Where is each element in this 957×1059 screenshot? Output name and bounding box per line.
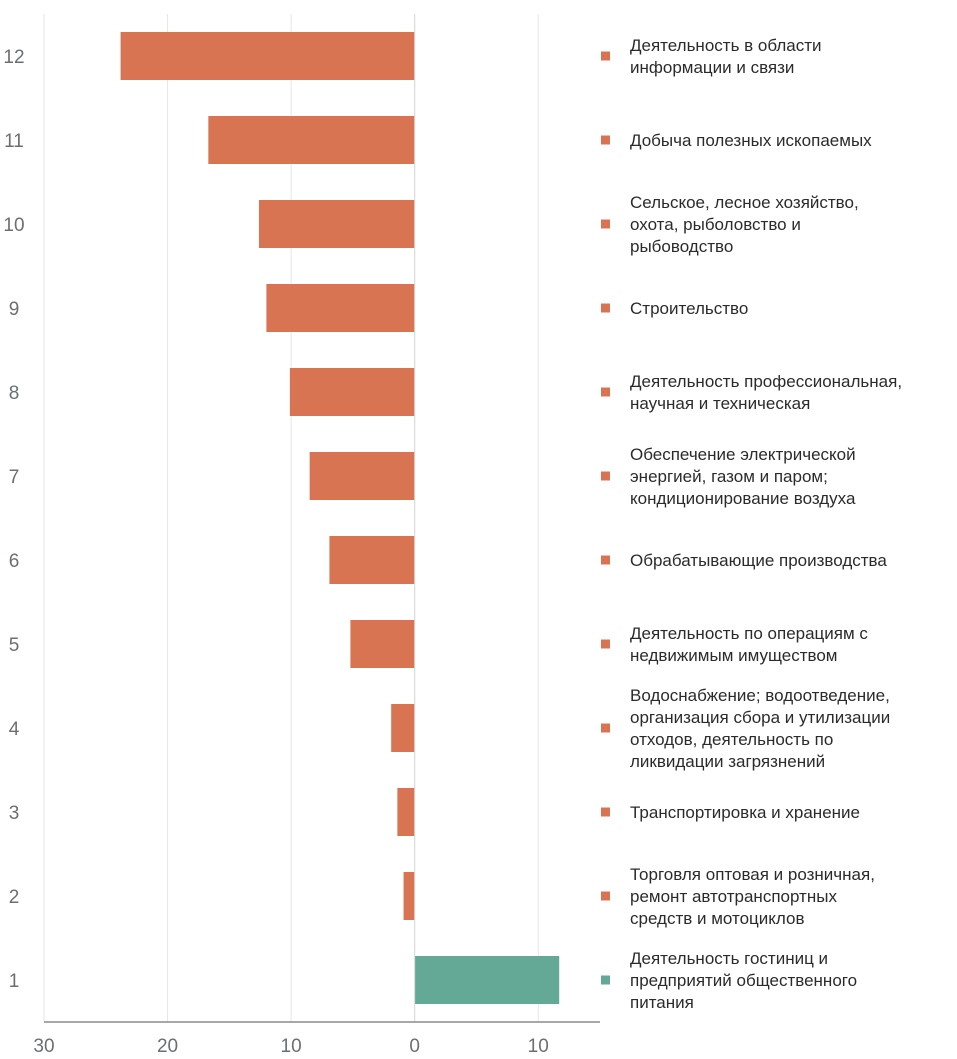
x-tick-label: 20	[157, 1036, 178, 1057]
legend-item: Деятельность гостиниц и предприятий общес…	[601, 949, 857, 1012]
x-tick-label: 10	[281, 1036, 302, 1057]
legend-label: охота, рыболовство и	[630, 215, 801, 234]
y-tick-label: 9	[9, 299, 20, 320]
y-tick-labels: 12 11 10 9 8 7 6 5 4 3 2 1	[3, 47, 24, 992]
bar-9	[266, 284, 415, 332]
y-tick-label: 7	[9, 467, 20, 488]
y-tick-label: 11	[4, 131, 24, 152]
legend-label: рыбоводство	[630, 237, 733, 256]
bar-3	[397, 788, 415, 836]
legend-marker	[601, 471, 610, 481]
legend-marker	[601, 555, 610, 565]
legend-item: Деятельность по операциям с недвижимым им…	[601, 624, 868, 665]
y-tick-label: 10	[3, 215, 24, 236]
legend-label: Деятельность в области	[630, 36, 821, 55]
bar-8	[289, 368, 415, 416]
legend-label: средств и мотоциклов	[630, 909, 805, 928]
legend-label: энергией, газом и паром;	[630, 467, 828, 486]
x-tick-labels: 30 20 10 0 10	[33, 1036, 548, 1057]
x-tick-label: 10	[528, 1036, 549, 1057]
y-tick-label: 5	[9, 635, 20, 656]
legend-label: Строительство	[630, 299, 748, 318]
legend-label: Водоснабжение; водоотведение,	[630, 686, 890, 705]
legend-item: Добыча полезных ископаемых	[601, 131, 872, 150]
legend-label: отходов, деятельность по	[630, 730, 833, 749]
legend-item: Деятельность в области информации и связи	[601, 36, 821, 77]
y-tick-label: 4	[9, 719, 20, 740]
y-tick-label: 2	[9, 887, 20, 908]
legend-item: Сельское, лесное хозяйство, охота, рыболо…	[601, 193, 859, 256]
legend-item: Торговля оптовая и розничная, ремонт авто…	[601, 865, 875, 928]
legend-item: Транспортировка и хранение	[601, 803, 860, 822]
y-tick-label: 8	[9, 383, 20, 404]
legend-label: Транспортировка и хранение	[630, 803, 860, 822]
legend-item: Обрабатывающие производства	[601, 551, 887, 570]
legend-marker	[601, 975, 610, 985]
bar-1	[414, 956, 560, 1004]
legend-label: недвижимым имуществом	[630, 646, 838, 665]
legend-label: информации и связи	[630, 58, 794, 77]
legend-label: Сельское, лесное хозяйство,	[630, 193, 859, 212]
legend-marker	[601, 387, 610, 397]
y-tick-label: 12	[3, 47, 24, 68]
legend-item: Деятельность профессиональная, научная и …	[601, 372, 902, 413]
legend-marker	[601, 807, 610, 817]
legend-label: научная и техническая	[630, 394, 810, 413]
legend-label: Деятельность профессиональная,	[630, 372, 902, 391]
bar-4	[391, 704, 415, 752]
bar-7	[309, 452, 415, 500]
legend-item: Строительство	[601, 299, 748, 318]
legend-label: Деятельность по операциям с	[630, 624, 868, 643]
legend-marker	[601, 51, 610, 61]
legend-label: Добыча полезных ископаемых	[630, 131, 872, 150]
legend-label: предприятий общественного	[630, 971, 857, 990]
legend-marker	[601, 723, 610, 733]
legend-label: ремонт автотранспортных	[630, 887, 837, 906]
bar-10	[258, 200, 415, 248]
legend-label: ликвидации загрязнений	[630, 752, 825, 771]
legend-marker	[601, 639, 610, 649]
legend-marker	[601, 303, 610, 313]
bars	[120, 32, 560, 1004]
bar-11	[208, 116, 415, 164]
legend-label: Деятельность гостиниц и	[630, 949, 828, 968]
bar-6	[329, 536, 415, 584]
bar-5	[350, 620, 415, 668]
grid-lines	[43, 14, 539, 1022]
y-tick-label: 3	[9, 803, 20, 824]
legend-marker	[601, 219, 610, 229]
legend-label: организация сбора и утилизации	[630, 708, 890, 727]
legend-label: Обрабатывающие производства	[630, 551, 887, 570]
bar-2	[403, 872, 415, 920]
legend-label: Торговля оптовая и розничная,	[630, 865, 875, 884]
legend-label: кондиционирование воздуха	[630, 489, 856, 508]
legend-marker	[601, 891, 610, 901]
legend: Деятельность в области информации и связи…	[601, 36, 902, 1012]
legend-item: Обеспечение электрической энергией, газом…	[601, 445, 856, 508]
legend-label: питания	[630, 993, 694, 1012]
y-tick-label: 1	[9, 971, 20, 992]
axes	[44, 14, 600, 1023]
bar-12	[120, 32, 415, 80]
y-tick-label: 6	[9, 551, 20, 572]
x-tick-label: 30	[33, 1036, 54, 1057]
legend-marker	[601, 135, 610, 145]
x-tick-label: 0	[409, 1036, 420, 1057]
legend-label: Обеспечение электрической	[630, 445, 856, 464]
legend-item: Водоснабжение; водоотведение, организация…	[601, 686, 890, 771]
